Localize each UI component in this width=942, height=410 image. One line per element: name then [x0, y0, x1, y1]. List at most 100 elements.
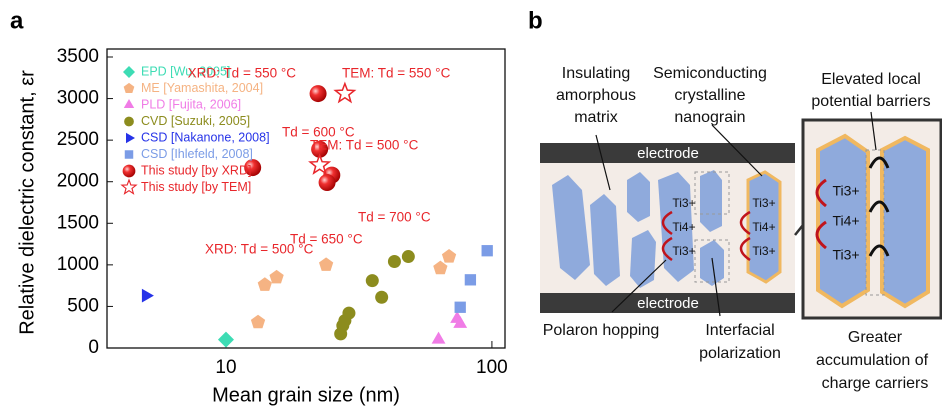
point [431, 331, 446, 344]
grain [627, 172, 650, 222]
annotation: XRD: Td = 550 °C [188, 66, 297, 81]
y-axis-label: Relative dielectric constant, εr [16, 70, 38, 335]
point [141, 288, 154, 303]
point [481, 245, 493, 257]
barrier-label: Elevated local [821, 71, 921, 88]
electrode-label: electrode [637, 295, 699, 312]
point [244, 159, 262, 177]
point [433, 260, 448, 275]
point [308, 152, 332, 175]
legend-marker [123, 99, 135, 108]
ion-label: Ti3+ [672, 244, 695, 258]
y-tick-label: 3000 [57, 88, 99, 109]
y-tick-label: 500 [67, 295, 99, 316]
nanograin-label: crystalline [674, 87, 745, 104]
accumulation-label: accumulation of [816, 352, 929, 369]
grains [552, 170, 782, 288]
legend-marker [124, 150, 134, 159]
grain [746, 170, 782, 284]
y-tick-label: 3500 [57, 46, 99, 67]
dashed-box [865, 149, 885, 296]
dashed-box [694, 171, 730, 215]
hopping-arrow [661, 210, 751, 262]
electrode [540, 293, 795, 313]
legend-marker [120, 178, 138, 195]
ion-label: Ti4+ [672, 220, 695, 234]
plot-area: 0 500 1000 1500 2000 2500 3000 3500 10 100 Mean gr… [16, 46, 507, 406]
annotation: Td = 650 °C [290, 232, 363, 247]
annotation: XRD: Td = 500 °C [205, 242, 314, 257]
annotation: Td = 700 °C [358, 210, 431, 225]
legend-marker [123, 66, 135, 78]
ion-label: Ti3+ [832, 247, 859, 263]
legend-marker [123, 82, 135, 94]
ion-label: Ti3+ [752, 196, 775, 210]
legend-label: EPD [Wu, 2005] [141, 64, 230, 78]
point [257, 277, 272, 291]
nanograin-label: Semiconducting [653, 65, 767, 82]
interfacial-label: Interfacial [705, 322, 774, 339]
matrix-label: Insulating [562, 65, 631, 82]
leader-line [711, 257, 721, 317]
hopping-arrow [815, 178, 827, 250]
legend-marker [122, 164, 136, 178]
legend-label: CSD [Nakanone, 2008] [141, 130, 270, 144]
point [318, 174, 336, 192]
point [309, 85, 327, 103]
grain [880, 135, 930, 309]
polaron-label: Polaron hopping [543, 322, 660, 339]
point [365, 274, 379, 288]
point [401, 250, 415, 264]
point [318, 257, 334, 271]
legend-label: This study [by XRD] [141, 163, 251, 177]
ion-label: Ti3+ [752, 244, 775, 258]
x-axis-label: Mean grain size (nm) [212, 384, 400, 406]
ion-label: Ti3+ [672, 196, 695, 210]
point [342, 306, 356, 320]
legend-label: CVD [Suzuki, 2005] [141, 114, 250, 128]
point [454, 301, 466, 313]
barrier-arc [868, 156, 890, 257]
point [333, 81, 357, 104]
grain [700, 170, 722, 232]
legend-label: CSD [Ihlefeld, 2008] [141, 147, 253, 161]
x-tick-label: 100 [476, 357, 508, 378]
grain [590, 194, 620, 286]
y-tick-label: 2500 [57, 129, 99, 150]
point [464, 274, 477, 286]
matrix-label: amorphous [556, 87, 636, 104]
nanograin-label: nanograin [674, 109, 745, 126]
legend-label: ME [Yamashita, 2004] [141, 81, 263, 95]
diagram: b Insulating amorphous matrix Semiconduc… [528, 7, 942, 392]
ion-label: Ti4+ [832, 213, 859, 229]
legend-label: PLD [Fujita, 2006] [141, 97, 241, 111]
y-tick-label: 0 [88, 337, 99, 358]
y-tick-label: 2000 [57, 171, 99, 192]
ion-label: Ti3+ [832, 183, 859, 199]
panel-label: b [528, 7, 543, 34]
point [250, 314, 266, 329]
ion-label: Ti4+ [752, 220, 775, 234]
annotation: Td = 600 °C [282, 125, 355, 140]
panel-label: a [10, 7, 24, 34]
electrode-label: electrode [637, 145, 699, 162]
electrode [540, 143, 795, 163]
leader-line [595, 124, 763, 191]
barrier-label: potential barriers [811, 93, 930, 110]
leader-line [611, 259, 667, 313]
grain [700, 240, 724, 286]
point [217, 331, 234, 348]
y-tick-label: 1500 [57, 212, 99, 233]
matrix-label: matrix [574, 109, 618, 126]
y-tick-label: 1000 [57, 254, 99, 275]
grain [630, 230, 656, 288]
legend-label: This study [by TEM] [141, 180, 251, 194]
grain [552, 175, 590, 280]
plot-frame [106, 48, 506, 349]
point [375, 290, 389, 304]
point [453, 315, 468, 328]
point [441, 249, 457, 263]
annotation: TEM: Td = 500 °C [310, 138, 419, 153]
point [387, 255, 401, 269]
